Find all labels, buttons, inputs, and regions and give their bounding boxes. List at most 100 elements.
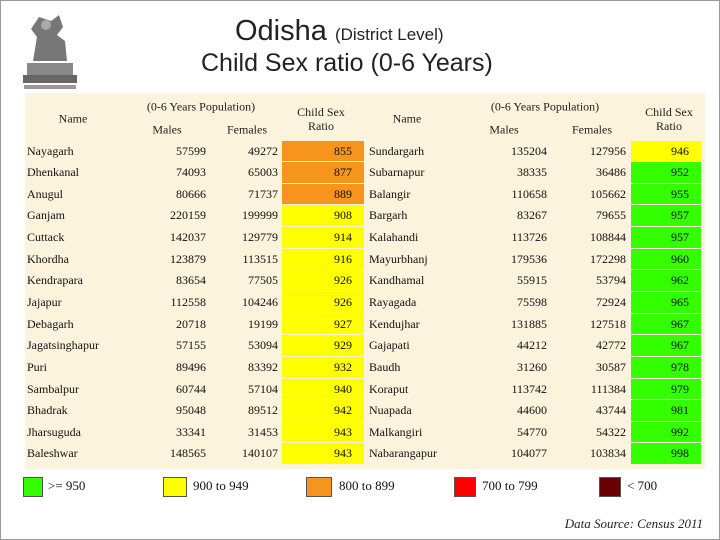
- district-name: Sundargarh: [369, 143, 425, 158]
- district-name: Mayurbhanj: [369, 251, 428, 266]
- district-name: Koraput: [369, 381, 409, 396]
- males: 142037: [170, 230, 206, 245]
- legend-label: < 700: [627, 478, 658, 493]
- females: 103834: [590, 446, 626, 461]
- males: 112558: [170, 294, 206, 309]
- ratio-cell: 929: [282, 335, 364, 356]
- ratio-cell: 926: [282, 291, 364, 313]
- males: 148565: [170, 446, 206, 461]
- district-name: Gajapati: [369, 338, 410, 353]
- district-name: Jagatsinghapur: [27, 338, 99, 353]
- ratio-cell: 957: [631, 205, 701, 227]
- males: 75598: [517, 294, 547, 309]
- ratio-cell: 960: [631, 248, 701, 270]
- header-name: Name: [392, 111, 422, 126]
- district-name: Khordha: [27, 251, 69, 266]
- district-name: Nabarangapur: [369, 446, 437, 461]
- females: 19199: [248, 316, 278, 331]
- district-name: Anugul: [27, 186, 63, 201]
- district-name: Kendujhar: [369, 316, 420, 331]
- males: 113726: [511, 230, 547, 245]
- header-males: Males: [489, 122, 519, 137]
- district-name: Subarnapur: [369, 165, 425, 180]
- females: 113515: [242, 251, 278, 266]
- district-name: Jajapur: [27, 294, 62, 309]
- ratio-cell: 965: [631, 291, 701, 313]
- males: 57599: [176, 143, 206, 158]
- ratio-cell: 908: [282, 205, 364, 227]
- district-name: Ganjam: [27, 208, 65, 223]
- data-source: Data Source: Census 2011: [564, 516, 703, 531]
- males: 20718: [176, 316, 206, 331]
- ratio-cell: 943: [282, 443, 364, 465]
- ratio-cell: 877: [282, 162, 364, 183]
- ratio-cell: 981: [631, 400, 701, 421]
- females: 79655: [596, 208, 626, 223]
- males: 57155: [176, 338, 206, 353]
- males: 220159: [170, 208, 206, 223]
- ratio-cell: 967: [631, 313, 701, 335]
- ratio-cell: 955: [631, 183, 701, 205]
- ratio-cell: 952: [631, 162, 701, 183]
- ratio-cell: 943: [282, 421, 364, 443]
- ratio-cell: 927: [282, 313, 364, 335]
- females: 89512: [248, 403, 278, 418]
- males: 123879: [170, 251, 206, 266]
- males: 135204: [511, 143, 547, 158]
- ratio-cell: 932: [282, 356, 364, 378]
- males: 55915: [517, 273, 547, 288]
- females: 140107: [242, 446, 278, 461]
- district-name: Bhadrak: [27, 403, 68, 418]
- title-suffix: (District Level): [334, 25, 444, 44]
- ratio-cell: 914: [282, 227, 364, 248]
- males: 80666: [176, 186, 206, 201]
- males: 110658: [511, 186, 547, 201]
- ratio-cell: 916: [282, 248, 364, 270]
- table: Name (0-6 Years Population) Males Females Ch…: [25, 93, 705, 469]
- district-name: Baudh: [369, 359, 401, 374]
- females: 127956: [590, 143, 626, 158]
- district-name: Nuapada: [369, 403, 412, 418]
- district-name: Malkangiri: [369, 424, 423, 439]
- females: 31453: [248, 424, 278, 439]
- title-main: Odisha: [235, 15, 327, 47]
- females: 54322: [596, 424, 626, 439]
- header-ratio: Child Sex Ratio: [645, 105, 693, 133]
- ratio-cell: 962: [631, 270, 701, 291]
- district-name: Rayagada: [369, 294, 417, 309]
- header-name: Name: [58, 111, 88, 126]
- males: 60744: [176, 381, 206, 396]
- ratio-cell: 889: [282, 183, 364, 205]
- district-name: Kalahandi: [369, 230, 419, 245]
- legend-swatch: [599, 477, 621, 497]
- males: 38335: [517, 165, 547, 180]
- males: 131885: [511, 316, 547, 331]
- emblem: [23, 15, 77, 89]
- header-females: Females: [227, 122, 267, 137]
- females: 199999: [242, 208, 278, 223]
- district-name: Kandhamal: [369, 273, 425, 288]
- males: 83267: [517, 208, 547, 223]
- legend-label: 900 to 949: [193, 478, 249, 493]
- males: 83654: [176, 273, 206, 288]
- district-name: Balangir: [369, 186, 411, 201]
- header-females: Females: [572, 122, 612, 137]
- females: 108844: [590, 230, 626, 245]
- ratio-cell: 979: [631, 378, 701, 400]
- females: 104246: [242, 294, 278, 309]
- district-name: Sambalpur: [27, 381, 79, 396]
- females: 111384: [590, 381, 626, 396]
- males: 74093: [176, 165, 206, 180]
- males: 44600: [517, 403, 547, 418]
- district-name: Baleshwar: [27, 446, 78, 461]
- district-name: Bargarh: [369, 208, 408, 223]
- district-name: Nayagarh: [27, 143, 74, 158]
- males: 95048: [176, 403, 206, 418]
- females: 72924: [596, 294, 626, 309]
- district-name: Dhenkanal: [27, 165, 79, 180]
- ratio-cell: 998: [631, 443, 701, 465]
- legend-label: 700 to 799: [482, 478, 538, 493]
- header-males: Males: [152, 122, 182, 137]
- males: 104077: [511, 446, 547, 461]
